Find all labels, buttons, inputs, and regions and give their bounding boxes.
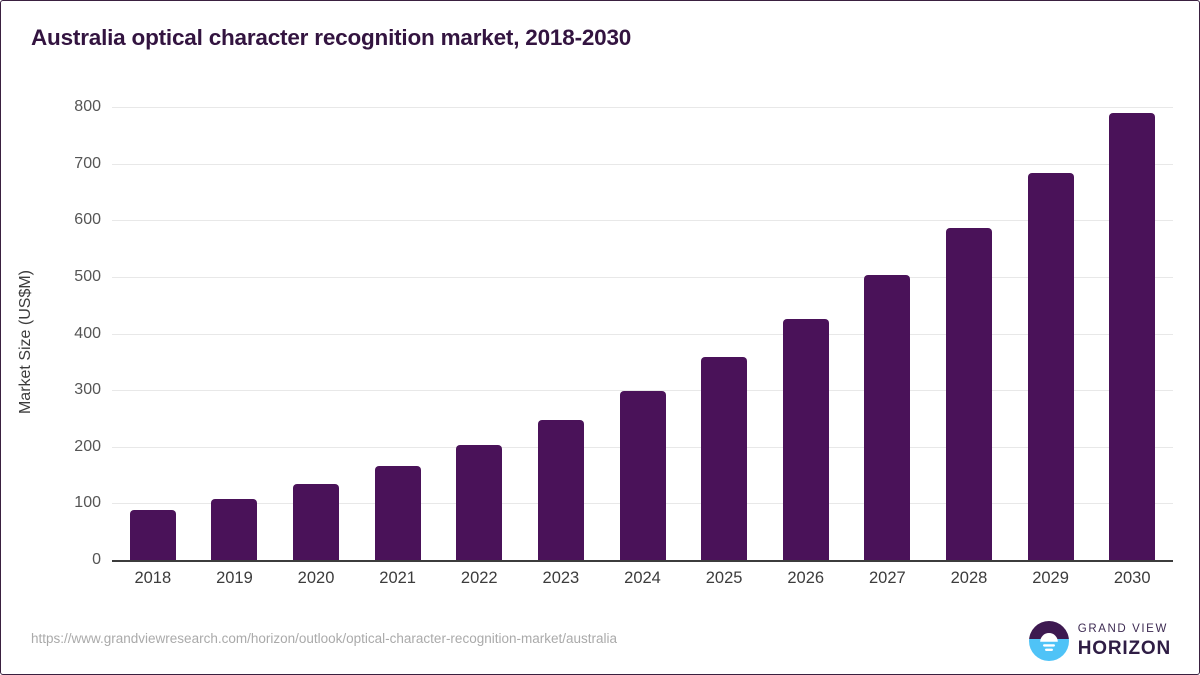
x-axis-tick-label: 2030 bbox=[1113, 569, 1151, 587]
x-axis-tick-label: 2025 bbox=[705, 569, 743, 587]
x-axis-line bbox=[112, 560, 1173, 562]
x-axis-tick-label: 2028 bbox=[950, 569, 988, 587]
y-axis-tick-labels: 0 100 200 300 400 500 600 700 800 bbox=[13, 1, 101, 674]
x-axis-tick-label: 2023 bbox=[542, 569, 580, 587]
gridline bbox=[112, 107, 1173, 108]
y-axis-title: Market Size (US$M) bbox=[17, 269, 34, 415]
bar[interactable] bbox=[619, 390, 666, 560]
bar[interactable] bbox=[129, 509, 176, 560]
plot-area bbox=[112, 107, 1173, 560]
brand-logo[interactable]: GRAND VIEW HORIZON bbox=[1028, 620, 1171, 662]
gridline bbox=[112, 276, 1173, 278]
bar[interactable] bbox=[1027, 173, 1074, 560]
gridline bbox=[112, 390, 1173, 392]
x-axis-tick-label: 2020 bbox=[297, 569, 335, 587]
bar[interactable] bbox=[211, 499, 258, 560]
x-axis-tick-label: 2018 bbox=[134, 569, 172, 587]
bar[interactable] bbox=[701, 356, 748, 560]
gridline bbox=[112, 220, 1173, 222]
y-axis-tick-label: 0 bbox=[92, 551, 101, 568]
bar[interactable] bbox=[945, 227, 992, 560]
x-axis-tick-label: 2022 bbox=[460, 569, 498, 587]
y-axis-tick-label: 300 bbox=[74, 381, 101, 399]
y-axis-tick-label: 200 bbox=[74, 437, 101, 455]
bar[interactable] bbox=[864, 275, 911, 560]
x-axis-tick-label: 2027 bbox=[868, 569, 906, 587]
bar[interactable] bbox=[293, 483, 340, 560]
source-url[interactable]: https://www.grandviewresearch.com/horizo… bbox=[31, 631, 618, 646]
gridline bbox=[112, 163, 1173, 165]
x-axis-tick-label: 2026 bbox=[787, 569, 825, 587]
y-axis-tick-label: 100 bbox=[74, 494, 101, 512]
y-axis-tick-label: 400 bbox=[74, 324, 101, 342]
bar[interactable] bbox=[537, 420, 584, 560]
page-title: Australia optical character recognition … bbox=[31, 25, 632, 50]
bar[interactable] bbox=[1109, 112, 1156, 560]
x-axis-tick-label: 2024 bbox=[624, 569, 661, 587]
bar[interactable] bbox=[456, 445, 503, 560]
y-axis-tick-label: 500 bbox=[74, 267, 101, 285]
logo-wordmark: GRAND VIEW HORIZON bbox=[1078, 624, 1171, 658]
logo-text-top: GRAND VIEW bbox=[1077, 623, 1168, 636]
bar[interactable] bbox=[374, 466, 421, 560]
bar[interactable] bbox=[782, 318, 829, 560]
y-axis-tick-label: 700 bbox=[74, 154, 101, 172]
x-axis-tick-label: 2021 bbox=[379, 569, 416, 587]
y-axis-tick-label: 800 bbox=[74, 98, 101, 115]
y-axis-tick-label: 600 bbox=[74, 211, 101, 229]
x-axis-tick-label: 2019 bbox=[216, 569, 253, 587]
gridline bbox=[112, 333, 1173, 335]
x-axis-tick-label: 2029 bbox=[1032, 569, 1069, 587]
grand-view-horizon-logo-icon bbox=[1028, 621, 1069, 661]
logo-text-bottom: HORIZON bbox=[1077, 637, 1171, 659]
